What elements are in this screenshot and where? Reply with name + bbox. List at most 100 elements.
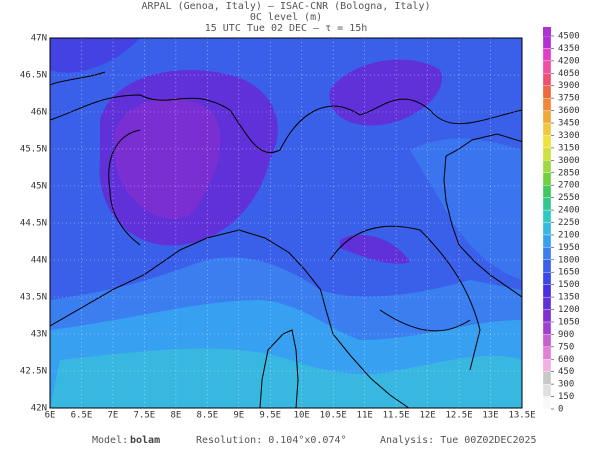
lon-label: 10.5E <box>320 411 347 421</box>
lon-label: 6E <box>45 411 56 421</box>
colorbar-segment <box>542 334 552 347</box>
colorbar-segment <box>542 383 552 397</box>
footer-text: Analysis: Tue 00Z02DEC2025 <box>380 435 537 446</box>
colorbar-segment <box>542 222 552 236</box>
lon-label: 13E <box>482 411 498 421</box>
colorbar-segment <box>542 359 552 372</box>
colorbar-label: 2550 <box>558 193 580 203</box>
colorbar-label: 3600 <box>558 106 580 116</box>
colorbar-segment <box>542 98 552 111</box>
colorbar-segment <box>542 209 552 223</box>
lat-label: 46N <box>31 108 47 118</box>
colorbar-segment <box>542 110 552 124</box>
lon-label: 10E <box>294 411 310 421</box>
footer-label: Model: <box>92 435 128 446</box>
colorbar-label: 150 <box>558 392 574 402</box>
lon-label: 9E <box>233 411 244 421</box>
lon-label: 9.5E <box>259 411 281 421</box>
lat-label: 42.5N <box>20 367 47 377</box>
footer-text: Resolution: 0.104°x0.074° <box>196 435 347 446</box>
colorbar-segment <box>542 284 552 298</box>
colorbar-segment <box>542 147 552 161</box>
lat-label: 43.5N <box>20 293 47 303</box>
lat-label: 45N <box>31 182 47 192</box>
colorbar-segment <box>542 73 552 86</box>
border <box>50 71 106 86</box>
colorbar-segment <box>543 27 551 36</box>
map-field <box>410 138 522 280</box>
colorbar-segment <box>542 85 552 99</box>
map-field <box>50 38 140 73</box>
colorbar-label: 2400 <box>558 206 580 216</box>
lon-label: 7E <box>108 411 119 421</box>
colorbar-label: 1800 <box>558 255 580 265</box>
colorbar-label: 2250 <box>558 218 580 228</box>
colorbar-segment <box>542 259 552 273</box>
lon-label: 6.5E <box>71 411 93 421</box>
colorbar-label: 3000 <box>558 156 580 166</box>
colorbar-segment <box>542 48 552 62</box>
colorbar-label: 4050 <box>558 69 580 79</box>
lon-label: 11E <box>357 411 373 421</box>
lon-label: 7.5E <box>134 411 156 421</box>
colorbar-segment <box>542 172 552 186</box>
map-field <box>50 348 522 408</box>
colorbar-label: 2700 <box>558 181 580 191</box>
lon-label: 12.5E <box>446 411 473 421</box>
colorbar-segment <box>542 309 552 323</box>
colorbar-label: 3150 <box>558 143 580 153</box>
colorbar-label: 3750 <box>558 94 580 104</box>
footer-value: bolam <box>130 435 160 446</box>
colorbar-segment <box>542 234 552 248</box>
lon-label: 12E <box>419 411 435 421</box>
map-frame <box>49 37 523 409</box>
colorbar-segment <box>542 321 552 335</box>
colorbar-label: 4350 <box>558 44 580 54</box>
colorbar-label: 1200 <box>558 305 580 315</box>
lat-label: 45.5N <box>20 145 47 155</box>
colorbar-segment <box>542 247 552 260</box>
header-line: 15 UTC Tue 02 DEC — τ = 15h <box>205 23 368 34</box>
lon-label: 11.5E <box>383 411 410 421</box>
coastline <box>259 329 299 408</box>
map <box>49 37 523 409</box>
colorbar-label: 1050 <box>558 317 580 327</box>
lon-label: 8.5E <box>196 411 218 421</box>
colorbar-segment <box>542 371 552 385</box>
colorbar-label: 2100 <box>558 230 580 240</box>
colorbar-label: 1350 <box>558 293 580 303</box>
colorbar-segment <box>542 60 552 74</box>
colorbar-segment <box>542 272 552 285</box>
colorbar-label: 450 <box>558 367 574 377</box>
lon-label: 8E <box>170 411 181 421</box>
colorbar-label: 3300 <box>558 131 580 141</box>
lat-label: 42N <box>31 404 47 414</box>
header-line: ARPAL (Genoa, Italy) — ISAC-CNR (Bologna… <box>142 1 431 12</box>
colorbar-label: 4200 <box>558 56 580 66</box>
colorbar-label: 900 <box>558 330 574 340</box>
map-field <box>329 59 442 126</box>
colorbar-segment <box>542 160 552 173</box>
colorbar-label: 750 <box>558 342 574 352</box>
coastline <box>443 133 522 298</box>
map-field <box>340 234 410 264</box>
lat-label: 43N <box>31 330 47 340</box>
colorbar-segment <box>542 185 552 198</box>
border <box>108 129 481 371</box>
header-line: 0C level (m) <box>250 12 322 23</box>
colorbar-label: 1500 <box>558 280 580 290</box>
colorbar-label: 3900 <box>558 81 580 91</box>
colorbar-label: 1950 <box>558 243 580 253</box>
colorbar-segment <box>542 346 552 360</box>
colorbar-label: 4500 <box>558 32 580 42</box>
lat-label: 46.5N <box>20 71 47 81</box>
colorbar-segment <box>542 135 552 149</box>
coastline <box>50 229 410 408</box>
lat-label: 47N <box>31 34 47 44</box>
colorbar-segment <box>542 35 552 49</box>
map-field <box>115 98 221 219</box>
colorbar-segment <box>542 122 552 136</box>
colorbar-segment <box>542 197 552 211</box>
colorbar-segment <box>542 396 552 410</box>
